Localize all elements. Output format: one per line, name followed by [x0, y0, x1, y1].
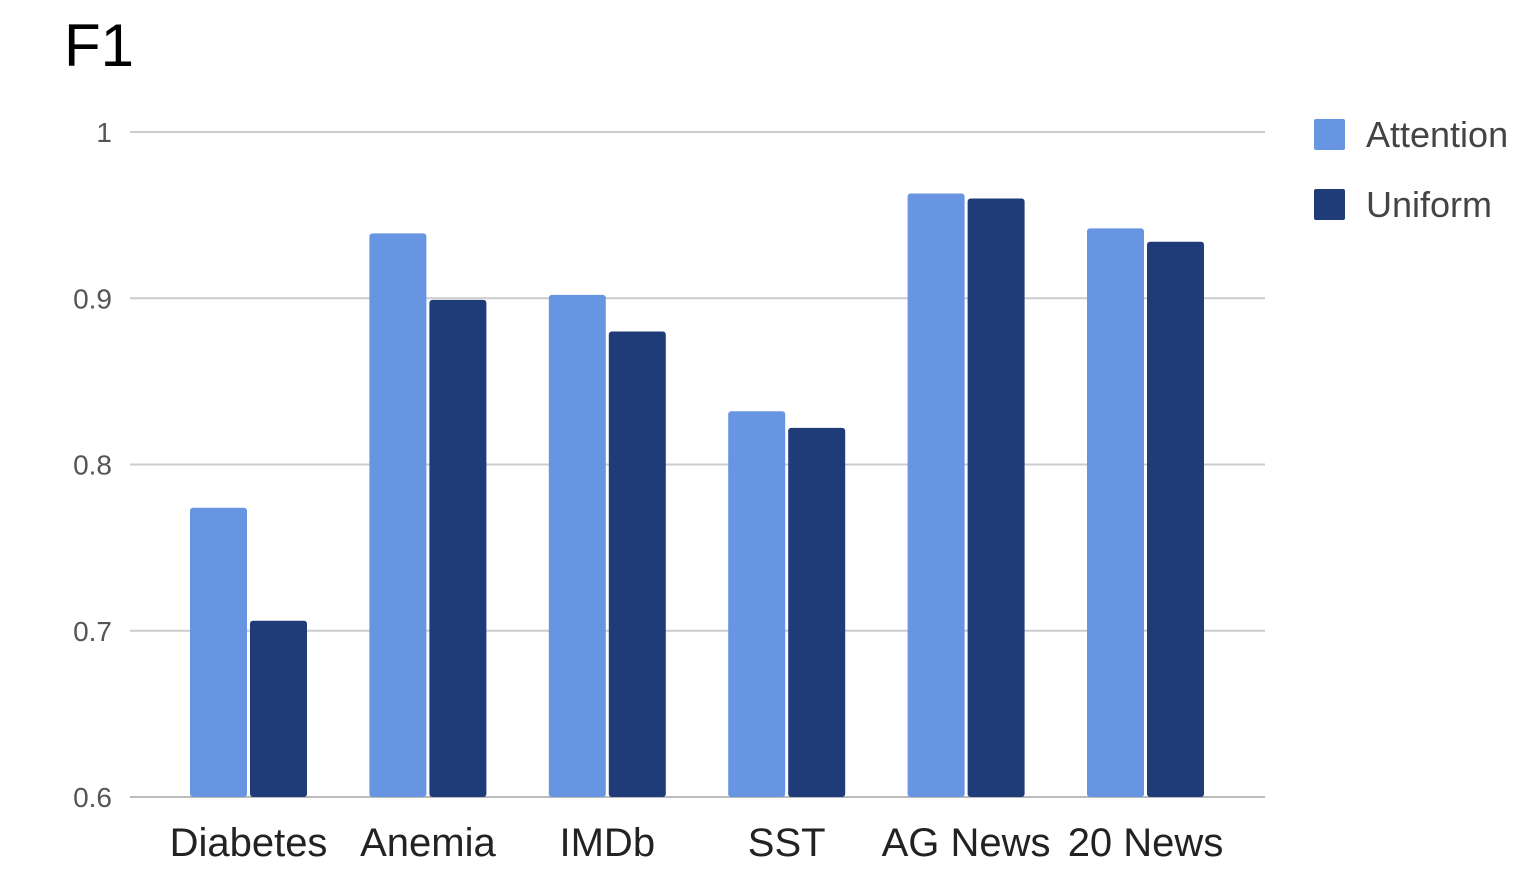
bar-uniform-diabetes [250, 620, 307, 797]
bar-uniform-anemia [429, 299, 487, 797]
y-tick-label: 1 [96, 117, 112, 148]
bar-uniform-sst [788, 427, 846, 797]
legend-label-attention: Attention [1366, 114, 1508, 155]
bars [190, 193, 1204, 798]
bar-attention-ag-news [907, 193, 965, 797]
x-axis-tick-labels: Diabetes Anemia IMDb SST AG News 20 News [170, 821, 1224, 865]
bar-attention-diabetes [190, 507, 247, 797]
bar-uniform-20-news [1147, 241, 1204, 798]
x-tick-label: 20 News [1068, 821, 1224, 865]
y-tick-label: 0.6 [73, 782, 112, 813]
chart-title: F1 [64, 12, 134, 79]
gridlines: 1 0.9 0.8 0.7 0.6 [73, 117, 1265, 813]
x-tick-label: AG News [882, 821, 1051, 865]
y-tick-label: 0.9 [73, 283, 112, 314]
y-tick-label: 0.8 [73, 450, 112, 481]
bar-uniform-ag-news [967, 198, 1025, 797]
legend: Attention Uniform [1314, 114, 1508, 225]
x-tick-label: IMDb [560, 821, 656, 865]
bar-attention-sst [728, 411, 786, 797]
bar-uniform-imdb [608, 331, 666, 797]
x-tick-label: Anemia [360, 821, 496, 865]
bar-attention-20-news [1087, 228, 1144, 798]
legend-swatch-uniform [1314, 189, 1345, 220]
y-tick-label: 0.7 [73, 616, 112, 647]
x-tick-label: Diabetes [170, 821, 328, 865]
legend-swatch-attention [1314, 119, 1345, 150]
bar-attention-anemia [369, 233, 427, 798]
x-tick-label: SST [748, 821, 826, 865]
bar-attention-imdb [548, 294, 606, 797]
legend-label-uniform: Uniform [1366, 184, 1492, 225]
